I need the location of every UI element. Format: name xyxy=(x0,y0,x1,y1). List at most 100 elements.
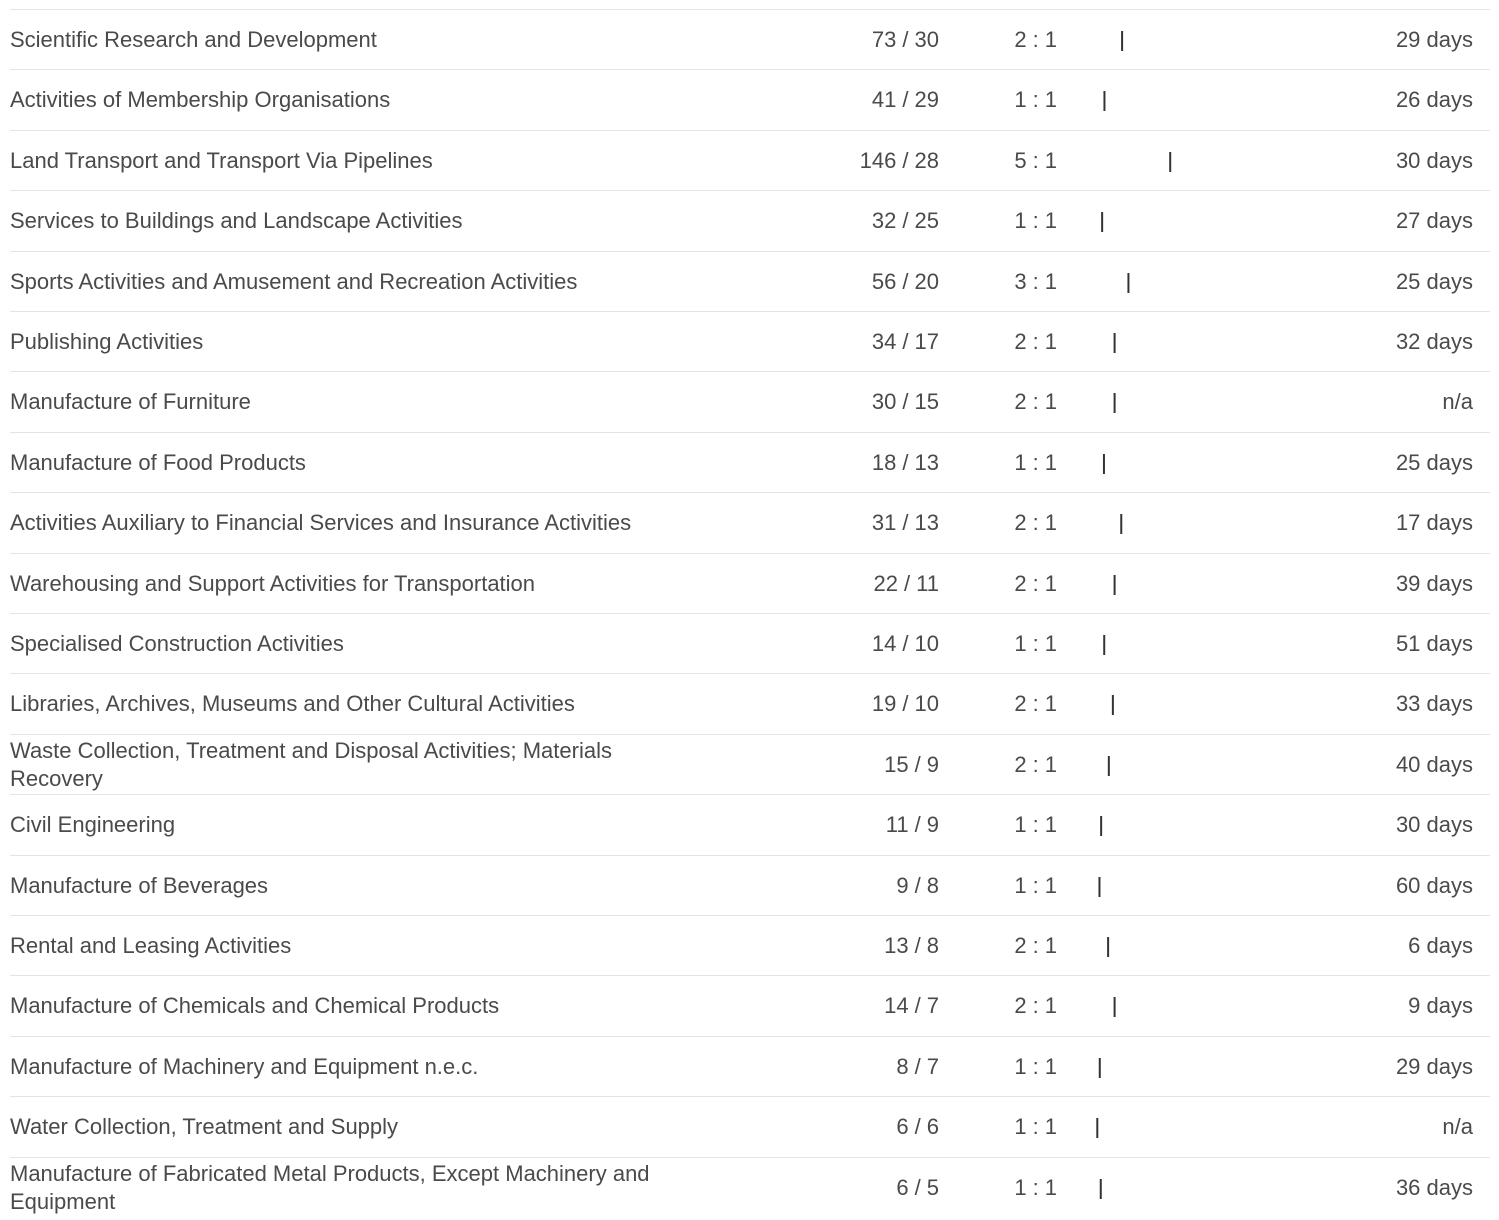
ratio: 1:1 xyxy=(1000,1158,1057,1218)
days: 9 days xyxy=(1408,993,1473,1019)
ratio-left: 2 xyxy=(1014,993,1027,1019)
row: Land Transport and Transport Via Pipelin… xyxy=(10,129,1490,191)
count-left: 6 xyxy=(896,1114,909,1140)
count-left: 34 xyxy=(871,329,897,354)
ratio-separator: : xyxy=(1032,1174,1039,1200)
ratio-right: 1 xyxy=(1044,329,1057,354)
count-separator: / xyxy=(902,449,909,475)
gauge xyxy=(1072,937,1270,957)
count: 14/10 xyxy=(780,614,939,674)
count-right: 13 xyxy=(914,449,939,475)
row: Manufacture of Food Products 18/13 1:1 25 d… xyxy=(10,431,1490,493)
ratio-separator: : xyxy=(1032,691,1039,717)
days: n/a xyxy=(1442,1114,1473,1140)
industry-name: Specialised Construction Activities xyxy=(10,631,344,656)
ratio-left: 1 xyxy=(1014,208,1027,234)
count-right: 11 xyxy=(916,570,939,596)
count-separator: / xyxy=(902,87,909,113)
count-separator: / xyxy=(902,510,909,536)
industry-name: Services to Buildings and Landscape Acti… xyxy=(10,208,463,234)
ratio-left: 1 xyxy=(1014,872,1027,898)
ratio-right: 1 xyxy=(1044,1114,1057,1140)
count-separator: / xyxy=(902,27,909,52)
days: 33 days xyxy=(1395,691,1473,717)
days: 25 days xyxy=(1395,449,1473,475)
ratio-left: 2 xyxy=(1014,570,1027,596)
ratio-separator: : xyxy=(1032,27,1039,52)
gauge xyxy=(1072,1057,1270,1078)
count: 6/5 xyxy=(780,1158,939,1218)
ratio-left: 2 xyxy=(1014,933,1027,958)
count-left: 15 xyxy=(884,751,909,777)
ratio: 1:1 xyxy=(1000,433,1057,493)
gauge xyxy=(1072,333,1270,353)
count: 19/10 xyxy=(780,674,939,734)
industry-name: Manufacture of Furniture xyxy=(10,389,251,415)
ratio-right: 1 xyxy=(1044,1053,1057,1079)
count-separator: / xyxy=(914,751,921,777)
ratio-left: 1 xyxy=(1014,1174,1027,1200)
industry-name: Manufacture of Beverages xyxy=(10,872,269,898)
days: 40 days xyxy=(1395,751,1473,777)
ratio-left: 3 xyxy=(1014,268,1027,294)
ratio-separator: : xyxy=(1032,510,1039,536)
count-left: 14 xyxy=(884,993,909,1019)
count-left: 13 xyxy=(884,933,909,958)
ratio-left: 2 xyxy=(1014,329,1027,354)
count-left: 22 xyxy=(873,570,899,596)
count: 6/6 xyxy=(780,1097,939,1157)
count-left: 56 xyxy=(871,268,897,294)
ratio: 2:1 xyxy=(1000,493,1057,553)
count-separator: / xyxy=(904,570,911,596)
days: 29 days xyxy=(1395,1053,1473,1079)
row: Services to Buildings and Landscape Acti… xyxy=(10,190,1490,251)
days: 25 days xyxy=(1395,268,1473,294)
gauge xyxy=(1072,453,1270,474)
days: 60 days xyxy=(1395,872,1473,898)
count-separator: / xyxy=(902,208,909,234)
gauge xyxy=(1072,574,1270,595)
ratio-separator: : xyxy=(1032,933,1039,958)
days: 36 days xyxy=(1395,1174,1473,1200)
count: 11/9 xyxy=(780,795,939,855)
industry-name: Waste Collection, Treatment and Disposal… xyxy=(10,737,612,791)
ratio: 2:1 xyxy=(1000,554,1057,614)
count-left: 41 xyxy=(871,87,897,113)
row: Waste Collection, Treatment and Disposal… xyxy=(10,733,1490,795)
count-right: 28 xyxy=(914,147,939,173)
days: 30 days xyxy=(1395,147,1473,173)
count-right: 13 xyxy=(914,510,939,536)
row: Warehousing and Support Activities for T… xyxy=(10,552,1490,614)
ratio: 1:1 xyxy=(1000,856,1057,916)
count: 31/13 xyxy=(780,493,939,553)
ratio-left: 5 xyxy=(1014,147,1027,173)
count-right: 10 xyxy=(914,631,939,656)
ratio-right: 1 xyxy=(1044,389,1057,415)
count: 22/11 xyxy=(780,554,939,614)
industry-name: Manufacture of Chemicals and Chemical Pr… xyxy=(10,993,500,1019)
count: 56/20 xyxy=(780,252,939,312)
ratio: 1:1 xyxy=(1000,795,1057,855)
gauge xyxy=(1072,695,1270,716)
count-separator: / xyxy=(914,1114,921,1140)
industry-name: Activities of Membership Organisations xyxy=(10,87,391,113)
count-separator: / xyxy=(902,268,909,294)
ratio-right: 1 xyxy=(1044,87,1057,113)
days: 26 days xyxy=(1395,87,1473,113)
days: 32 days xyxy=(1395,329,1473,354)
ratio: 5:1 xyxy=(1000,131,1057,191)
ratio-separator: : xyxy=(1032,268,1039,294)
row: Manufacture of Beverages 9/8 1:1 60 days xyxy=(10,854,1490,916)
count: 9/8 xyxy=(780,856,939,916)
count-left: 146 xyxy=(859,147,897,173)
days: 27 days xyxy=(1395,208,1473,234)
count-right: 17 xyxy=(914,329,939,354)
ratio-separator: : xyxy=(1032,389,1039,415)
count: 18/13 xyxy=(780,433,939,493)
industry-name: Warehousing and Support Activities for T… xyxy=(10,570,536,596)
ratio: 2:1 xyxy=(1000,674,1057,734)
row: Manufacture of Chemicals and Chemical Pr… xyxy=(10,975,1490,1036)
ratio-separator: : xyxy=(1032,1114,1039,1140)
count-right: 30 xyxy=(914,27,939,52)
ratio: 2:1 xyxy=(1000,10,1057,70)
